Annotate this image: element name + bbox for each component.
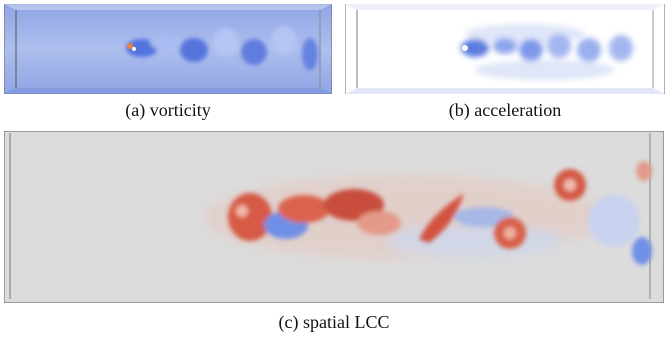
caption-spatial-lcc: (c) spatial LCC xyxy=(278,312,390,332)
spatial-lcc-visualization xyxy=(4,131,664,303)
vorticity-visualization xyxy=(4,4,332,94)
caption-vorticity: (a) vorticity xyxy=(125,100,211,120)
caption-acceleration: (b) acceleration xyxy=(448,100,562,120)
acceleration-visualization xyxy=(345,4,665,94)
